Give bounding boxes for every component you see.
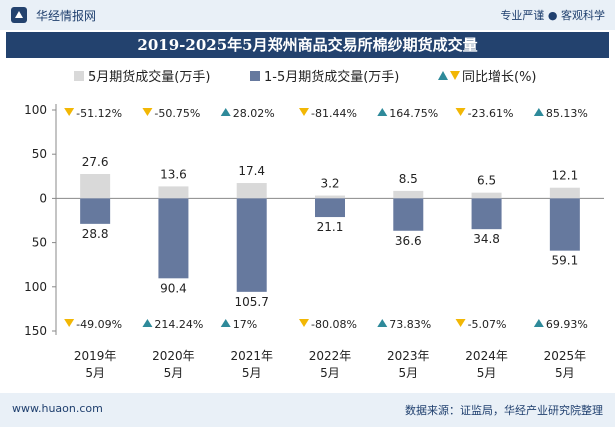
yoy-label-cumulative: -80.08% xyxy=(311,318,357,331)
bar-monthly xyxy=(549,187,580,199)
data-label-cumulative: 90.4 xyxy=(160,281,187,295)
yoy-label-monthly: 28.02% xyxy=(233,107,275,120)
legend-item-cumulative: 1-5月期货成交量(万手) xyxy=(250,66,399,85)
yoy-label-cumulative: -5.07% xyxy=(468,318,507,331)
yoy-label-cumulative: 73.83% xyxy=(389,318,431,331)
x-tick-label: 2020年 xyxy=(152,349,195,363)
triangle-up-icon xyxy=(377,108,388,116)
legend-label-yoy: 同比增长(%) xyxy=(462,70,537,85)
data-label-monthly: 12.1 xyxy=(551,169,578,183)
data-label-cumulative: 59.1 xyxy=(551,254,578,268)
y-tick-label: 50 xyxy=(32,147,47,161)
y-tick-label: 50 xyxy=(32,236,47,250)
bar-cumulative xyxy=(80,198,111,224)
triangle-up-icon xyxy=(142,319,153,327)
legend-swatch-cumulative xyxy=(250,70,260,81)
yoy-label-monthly: 85.13% xyxy=(546,107,588,120)
bar-cumulative xyxy=(549,198,580,251)
data-label-monthly: 3.2 xyxy=(320,177,339,191)
y-tick-label: 100 xyxy=(24,103,47,117)
legend-swatch-monthly xyxy=(74,70,84,81)
yoy-label-monthly: -81.44% xyxy=(311,107,357,120)
triangle-down-icon xyxy=(64,319,75,327)
yoy-label-monthly: -50.75% xyxy=(154,107,200,120)
data-label-monthly: 13.6 xyxy=(160,167,187,181)
triangle-down-icon xyxy=(299,108,309,116)
triangle-up-icon xyxy=(533,319,544,327)
title-bar: 2019-2025年5月郑州商品交易所棉纱期货成交量 xyxy=(6,32,609,58)
bar-cumulative xyxy=(158,198,189,279)
legend-item-yoy: 同比增长(%) xyxy=(438,66,537,85)
triangle-down-icon xyxy=(64,108,75,116)
bar-monthly xyxy=(315,195,345,199)
x-tick-label-month: 5月 xyxy=(398,366,418,380)
legend-item-monthly: 5月期货成交量(万手) xyxy=(74,66,210,85)
y-tick-label: 150 xyxy=(24,324,47,338)
triangle-up-icon xyxy=(377,319,388,327)
x-tick-label-month: 5月 xyxy=(555,366,575,380)
y-tick-label: 100 xyxy=(24,280,47,294)
bar-monthly xyxy=(80,174,111,199)
x-tick-label: 2021年 xyxy=(230,349,273,363)
data-label-monthly: 8.5 xyxy=(399,172,418,186)
data-label-cumulative: 36.6 xyxy=(395,234,422,248)
x-tick-label-month: 5月 xyxy=(242,366,262,380)
footer-bar: www.huaon.com 数据来源：证监局，华经产业研究院整理 xyxy=(0,393,615,427)
yoy-label-cumulative: 17% xyxy=(233,318,257,331)
x-tick-label: 2023年 xyxy=(387,349,430,363)
chart-legend: 5月期货成交量(万手) 1-5月期货成交量(万手) 同比增长(%) xyxy=(0,66,615,86)
x-tick-label: 2022年 xyxy=(309,349,352,363)
bar-cumulative xyxy=(315,198,345,218)
header-bar: 华经情报网 专业严谨 ● 客观科学 xyxy=(0,0,615,30)
triangle-down-icon xyxy=(455,108,466,116)
triangle-up-icon xyxy=(220,319,231,327)
legend-label-cumulative: 1-5月期货成交量(万手) xyxy=(264,70,400,85)
triangle-up-icon xyxy=(220,108,231,116)
legend-label-monthly: 5月期货成交量(万手) xyxy=(88,70,211,85)
triangle-down-icon xyxy=(455,319,466,327)
x-tick-label-month: 5月 xyxy=(477,366,497,380)
triangle-up-icon xyxy=(438,71,448,80)
data-label-cumulative: 34.8 xyxy=(473,232,500,246)
footer-url: www.huaon.com xyxy=(12,402,103,415)
bar-cumulative xyxy=(393,198,424,231)
triangle-down-icon xyxy=(450,71,460,80)
data-label-cumulative: 28.8 xyxy=(82,227,109,241)
x-tick-label-month: 5月 xyxy=(85,366,105,380)
x-tick-label-month: 5月 xyxy=(164,366,184,380)
data-label-cumulative: 21.1 xyxy=(317,220,344,234)
tagline: 专业严谨 ● 客观科学 xyxy=(500,9,605,22)
bar-monthly xyxy=(393,190,424,199)
bar-monthly xyxy=(158,186,189,199)
brand-name: 华经情报网 xyxy=(36,9,97,23)
y-tick-label: 0 xyxy=(39,191,47,205)
triangle-down-icon xyxy=(299,319,309,327)
yoy-label-cumulative: -49.09% xyxy=(76,318,122,331)
bar-monthly xyxy=(471,192,502,199)
yoy-label-monthly: -51.12% xyxy=(76,107,122,120)
yoy-label-cumulative: 214.24% xyxy=(154,318,203,331)
data-label-monthly: 6.5 xyxy=(477,174,496,188)
x-tick-label: 2019年 xyxy=(74,349,117,363)
bar-cumulative xyxy=(471,198,502,230)
triangle-down-icon xyxy=(142,108,153,116)
x-tick-label-month: 5月 xyxy=(320,366,340,380)
huajing-logo-icon xyxy=(11,7,27,23)
data-label-cumulative: 105.7 xyxy=(235,295,269,309)
x-tick-label: 2024年 xyxy=(465,349,508,363)
yoy-label-monthly: 164.75% xyxy=(389,107,438,120)
footer-source: 数据来源：证监局，华经产业研究院整理 xyxy=(405,404,603,417)
chart-title: 2019-2025年5月郑州商品交易所棉纱期货成交量 xyxy=(137,36,478,54)
data-label-monthly: 17.4 xyxy=(238,164,265,178)
triangle-up-icon xyxy=(533,108,544,116)
x-tick-label: 2025年 xyxy=(544,349,587,363)
yoy-label-monthly: -23.61% xyxy=(468,107,514,120)
bar-cumulative xyxy=(236,198,267,292)
data-label-monthly: 27.6 xyxy=(82,155,109,169)
yoy-label-cumulative: 69.93% xyxy=(546,318,588,331)
bar-monthly xyxy=(236,183,267,199)
